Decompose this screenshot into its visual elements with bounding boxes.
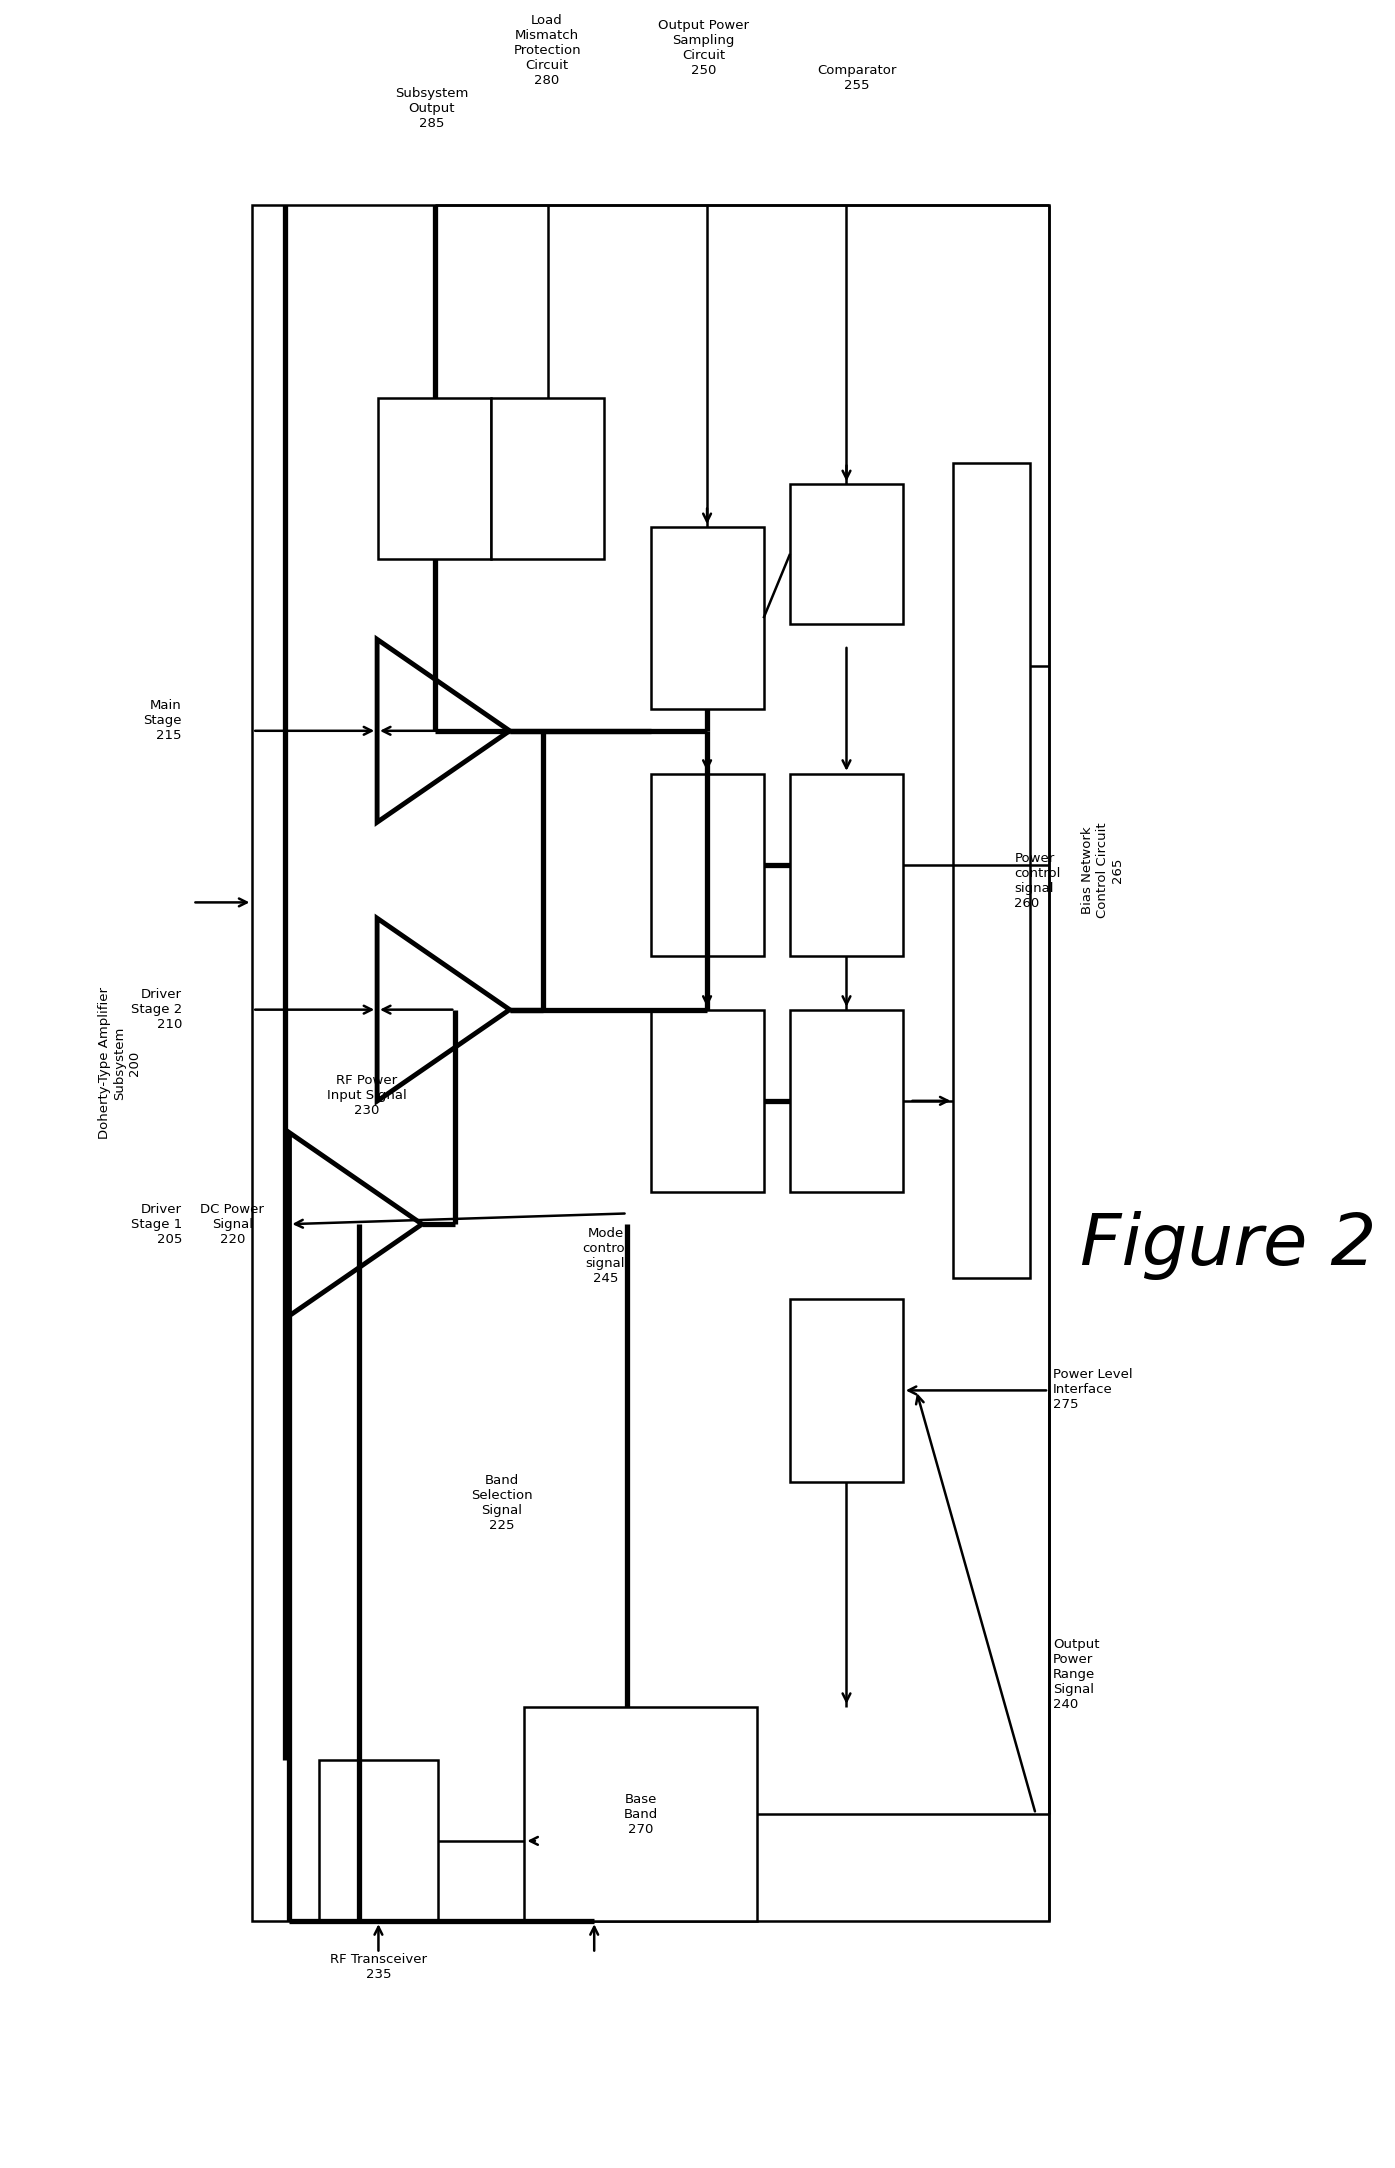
Text: Driver
Stage 1
205: Driver Stage 1 205 xyxy=(131,1203,181,1247)
Bar xyxy=(790,483,903,624)
Text: Output Power
Sampling
Circuit
250: Output Power Sampling Circuit 250 xyxy=(658,20,749,76)
Text: Bias Network
Control Circuit
265: Bias Network Control Circuit 265 xyxy=(1081,822,1123,917)
Bar xyxy=(491,399,604,559)
Bar xyxy=(790,774,903,956)
Bar xyxy=(953,462,1031,1277)
Text: Driver
Stage 2
210: Driver Stage 2 210 xyxy=(131,989,181,1032)
Bar xyxy=(650,774,763,956)
Bar xyxy=(650,1010,763,1192)
Bar xyxy=(378,399,491,559)
Text: Comparator
255: Comparator 255 xyxy=(816,63,896,91)
Text: RF Transceiver
235: RF Transceiver 235 xyxy=(331,1953,427,1982)
Text: Subsystem
Output
285: Subsystem Output 285 xyxy=(395,87,469,130)
Text: Doherty-Type Amplifier
Subsystem
200: Doherty-Type Amplifier Subsystem 200 xyxy=(98,986,141,1138)
Bar xyxy=(525,1706,757,1921)
Bar xyxy=(790,1010,903,1192)
Text: Figure 2: Figure 2 xyxy=(1080,1212,1377,1279)
Text: Load
Mismatch
Protection
Circuit
280: Load Mismatch Protection Circuit 280 xyxy=(513,15,580,87)
Text: RF Power
Input Signal
230: RF Power Input Signal 230 xyxy=(326,1073,406,1117)
Text: Base
Band
270: Base Band 270 xyxy=(624,1793,658,1836)
Bar xyxy=(318,1760,438,1921)
Text: Mode
control
signal
245: Mode control signal 245 xyxy=(582,1227,629,1286)
Bar xyxy=(650,527,763,709)
Bar xyxy=(252,206,1049,1921)
Text: Power
control
signal
260: Power control signal 260 xyxy=(1014,852,1060,911)
Text: DC Power
Signal
220: DC Power Signal 220 xyxy=(201,1203,264,1247)
Text: Output
Power
Range
Signal
240: Output Power Range Signal 240 xyxy=(1053,1639,1099,1711)
Bar xyxy=(790,1299,903,1481)
Text: Band
Selection
Signal
225: Band Selection Signal 225 xyxy=(472,1474,533,1533)
Text: Power Level
Interface
275: Power Level Interface 275 xyxy=(1053,1368,1133,1411)
Text: Main
Stage
215: Main Stage 215 xyxy=(144,698,181,741)
